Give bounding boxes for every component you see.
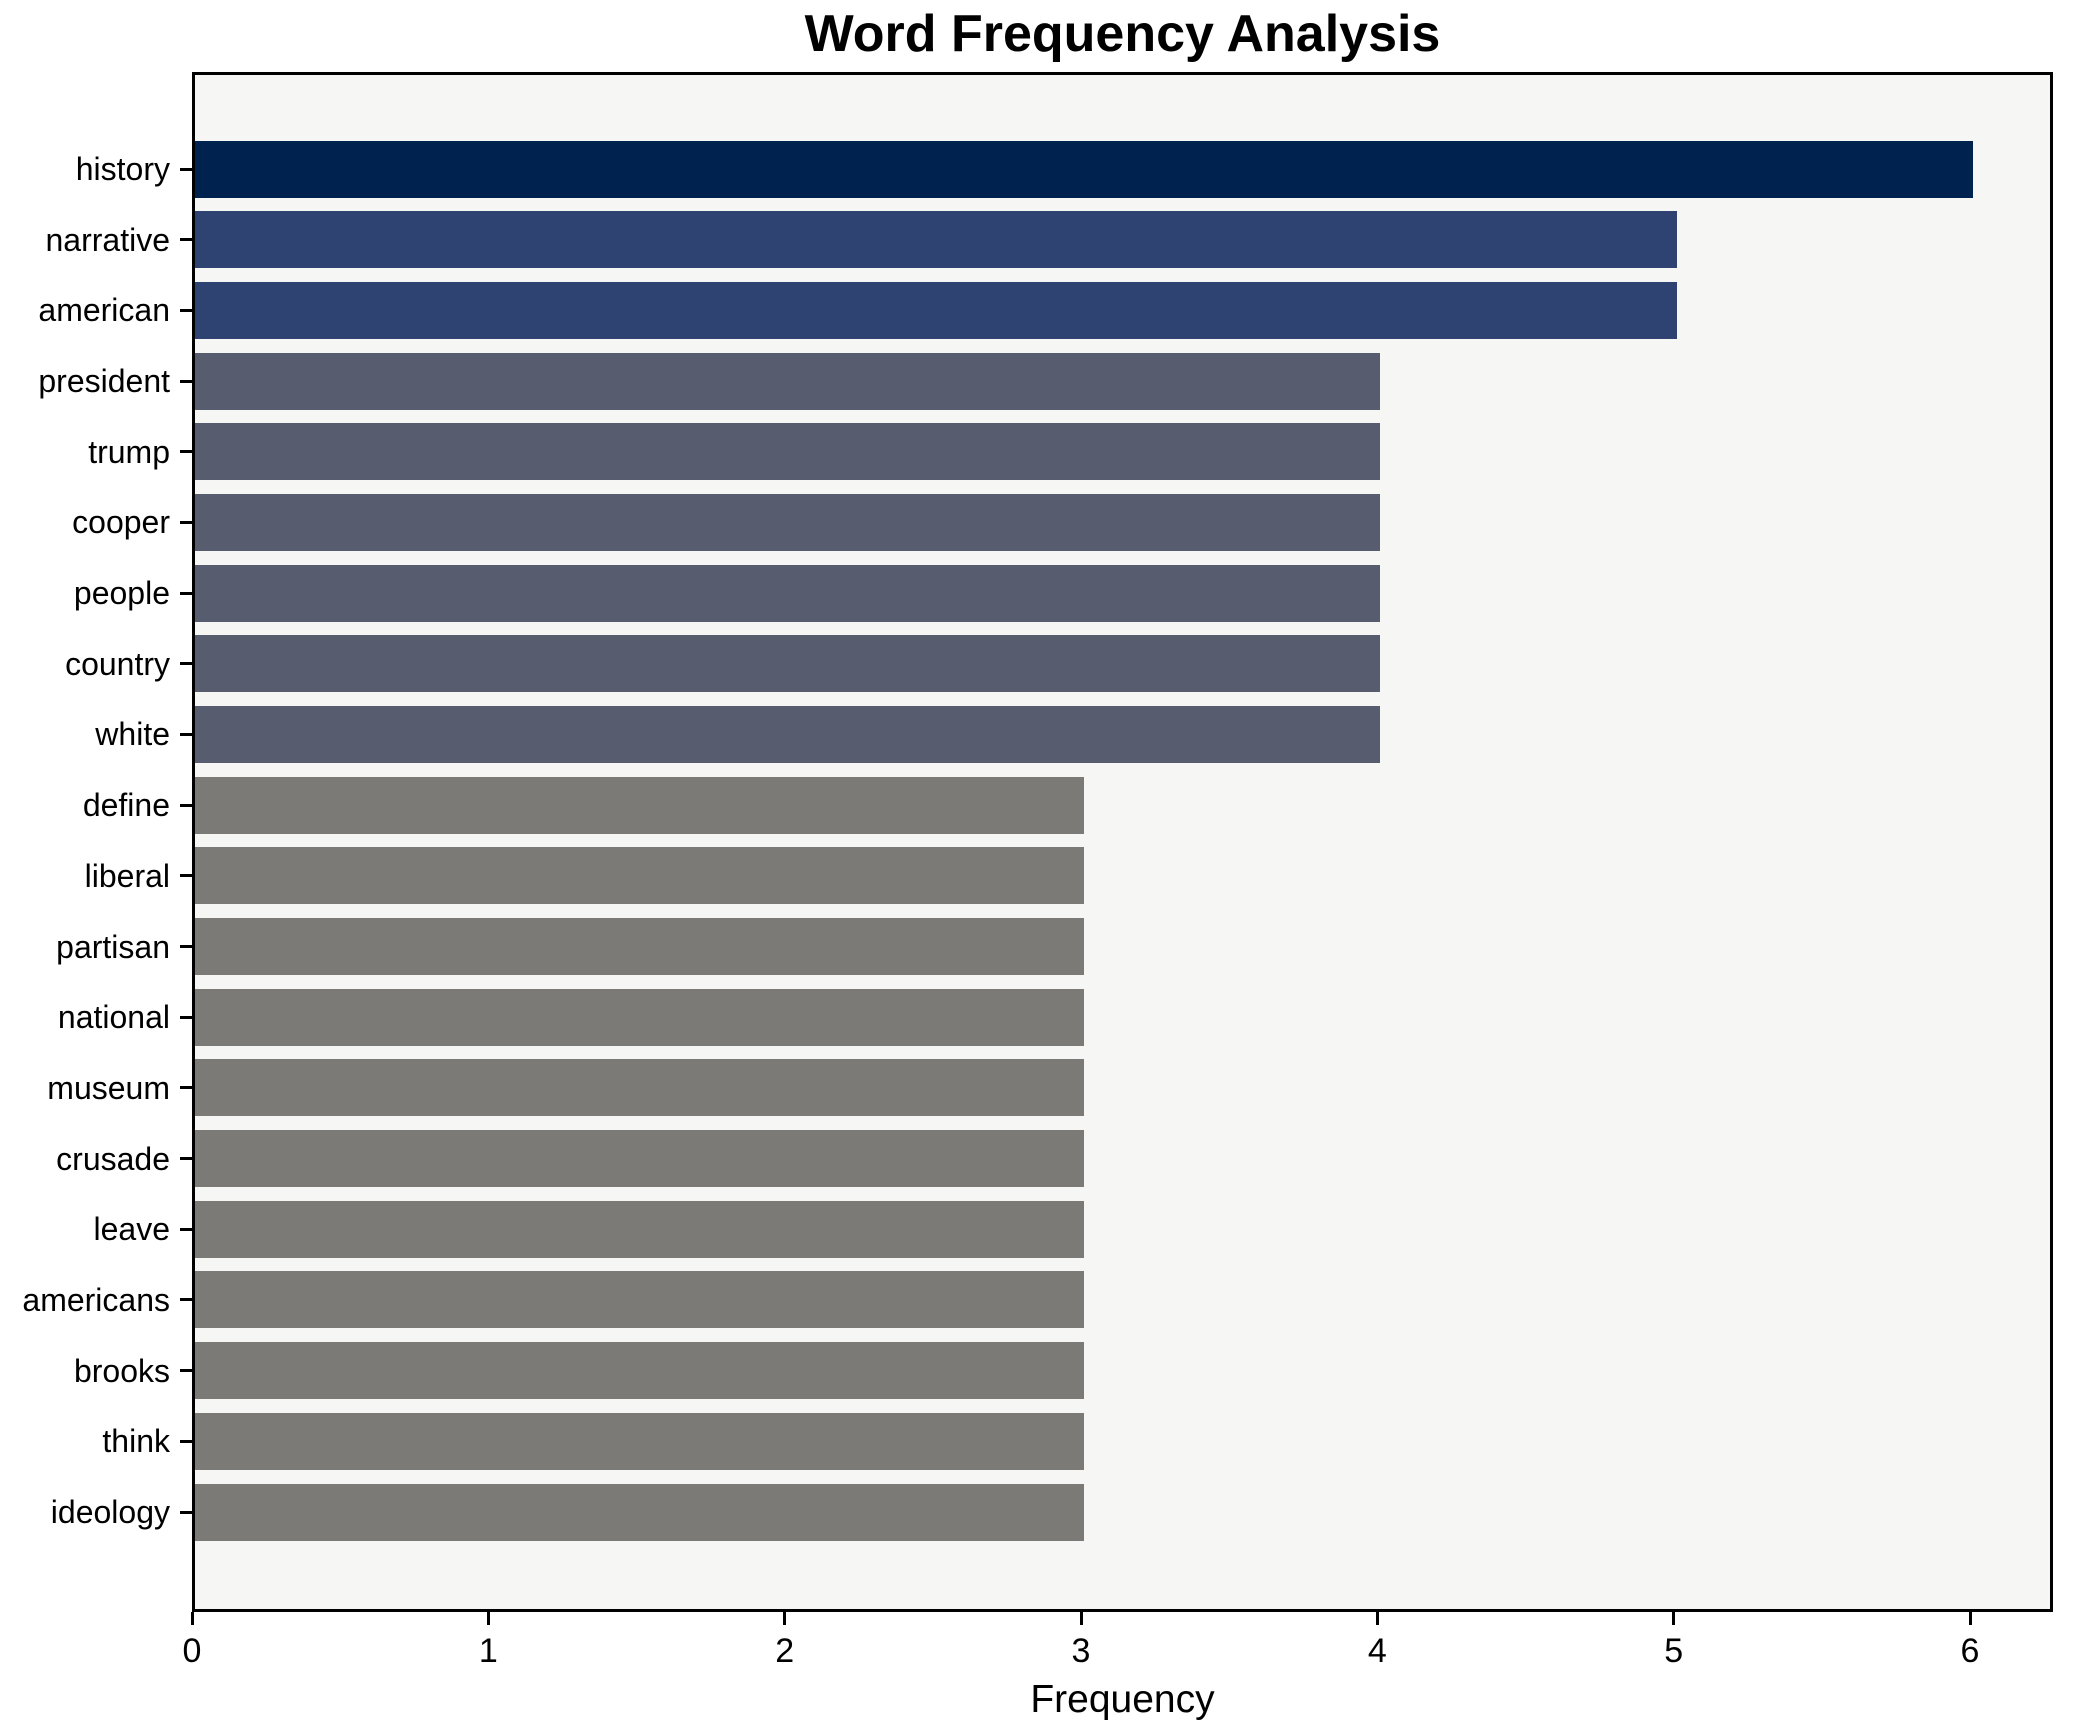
y-tick-label-ideology: ideology xyxy=(50,1494,170,1530)
y-tick-label-leave: leave xyxy=(93,1211,171,1248)
y-tick-label-think: think xyxy=(102,1423,170,1460)
y-tick-label-liberal: liberal xyxy=(84,857,170,894)
y-tick-label-crusade: crusade xyxy=(56,1140,170,1177)
bar-museum xyxy=(195,1059,1084,1117)
y-tick-mark xyxy=(180,238,192,242)
bar-american xyxy=(195,281,1677,339)
bar-president xyxy=(195,352,1381,410)
bar-ideology xyxy=(195,1483,1084,1541)
bar-people xyxy=(195,564,1381,622)
x-tick-label-6: 6 xyxy=(1960,1632,1980,1670)
bar-narrative xyxy=(195,211,1677,269)
x-tick-mark xyxy=(783,1612,787,1625)
y-tick-label-brooks: brooks xyxy=(73,1352,170,1389)
bar-history xyxy=(195,140,1974,198)
y-tick-mark xyxy=(180,1086,192,1090)
y-tick-mark xyxy=(180,803,192,807)
y-tick-mark xyxy=(180,1227,192,1231)
y-tick-label-white: white xyxy=(95,716,170,753)
x-tick-label-2: 2 xyxy=(775,1632,795,1670)
bar-crusade xyxy=(195,1130,1084,1188)
x-tick-label-4: 4 xyxy=(1367,1632,1387,1670)
bar-cooper xyxy=(195,493,1381,551)
x-tick-mark xyxy=(1079,1612,1083,1625)
bar-partisan xyxy=(195,918,1084,976)
x-tick-mark xyxy=(1672,1612,1676,1625)
y-tick-mark xyxy=(180,1015,192,1019)
x-tick-mark xyxy=(486,1612,490,1625)
x-tick-mark xyxy=(1375,1612,1379,1625)
y-tick-mark xyxy=(180,662,192,666)
y-tick-label-national: national xyxy=(57,999,170,1036)
y-tick-mark xyxy=(180,874,192,878)
y-tick-mark xyxy=(180,1369,192,1373)
y-tick-mark xyxy=(180,1439,192,1443)
plot-area xyxy=(192,72,2053,1612)
bar-leave xyxy=(195,1200,1084,1258)
bar-trump xyxy=(195,423,1381,481)
y-tick-label-people: people xyxy=(73,575,170,612)
y-tick-mark xyxy=(180,379,192,383)
y-tick-mark xyxy=(180,520,192,524)
y-tick-mark xyxy=(180,167,192,171)
x-tick-label-3: 3 xyxy=(1071,1632,1091,1670)
y-tick-label-americans: americans xyxy=(22,1281,170,1318)
bar-americans xyxy=(195,1271,1084,1329)
y-tick-label-country: country xyxy=(65,645,170,682)
chart-title: Word Frequency Analysis xyxy=(804,5,1441,63)
y-tick-mark xyxy=(180,308,192,312)
x-tick-label-1: 1 xyxy=(478,1632,498,1670)
bar-think xyxy=(195,1412,1084,1470)
bar-national xyxy=(195,988,1084,1046)
y-tick-label-history: history xyxy=(75,151,170,187)
x-axis-label: Frequency xyxy=(1030,1678,1215,1721)
y-tick-label-cooper: cooper xyxy=(72,504,170,541)
y-tick-mark xyxy=(180,450,192,454)
y-tick-mark xyxy=(180,1510,192,1514)
bar-define xyxy=(195,776,1084,834)
y-tick-mark xyxy=(180,732,192,736)
y-tick-label-american: american xyxy=(38,292,170,329)
bar-brooks xyxy=(195,1342,1084,1400)
y-tick-label-define: define xyxy=(82,787,170,824)
y-tick-label-trump: trump xyxy=(88,433,170,470)
y-tick-label-partisan: partisan xyxy=(56,928,170,965)
bar-white xyxy=(195,705,1381,763)
y-tick-mark xyxy=(180,945,192,949)
y-tick-mark xyxy=(180,1298,192,1302)
x-tick-label-5: 5 xyxy=(1664,1632,1684,1670)
y-tick-label-museum: museum xyxy=(47,1069,170,1106)
x-tick-mark xyxy=(1968,1612,1972,1625)
y-tick-mark xyxy=(180,1157,192,1161)
bar-country xyxy=(195,635,1381,693)
y-tick-mark xyxy=(180,591,192,595)
bar-liberal xyxy=(195,847,1084,905)
x-tick-mark xyxy=(190,1612,194,1625)
y-tick-label-president: president xyxy=(38,363,170,400)
x-tick-label-0: 0 xyxy=(182,1632,202,1670)
y-tick-label-narrative: narrative xyxy=(45,221,171,258)
